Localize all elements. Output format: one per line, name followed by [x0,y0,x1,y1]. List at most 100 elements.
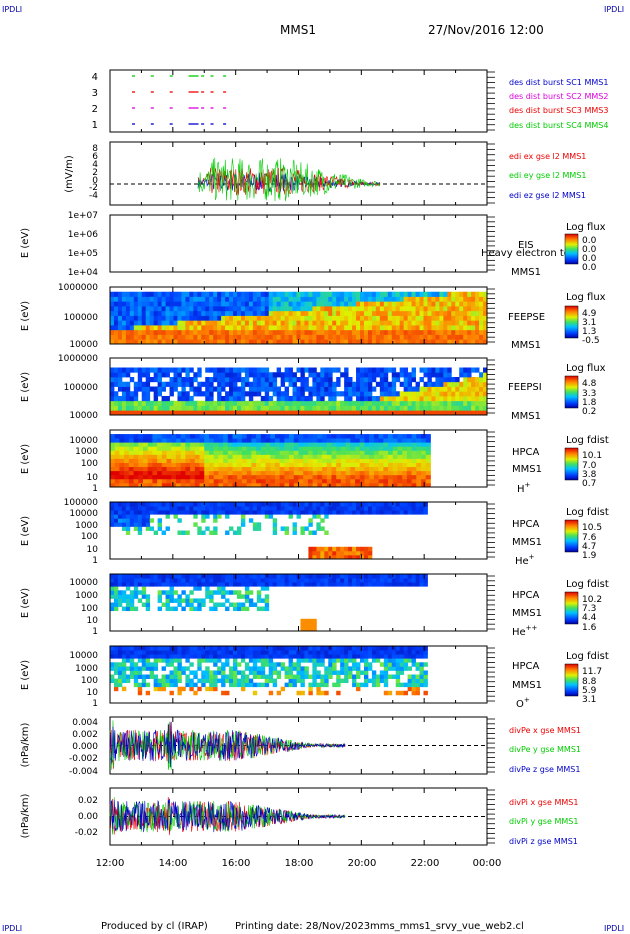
spectrogram-cell [443,410,448,416]
spectrogram-cell [298,478,304,484]
spectrogram-cell [415,296,420,302]
spectrogram-cell [181,400,186,406]
spectrogram-cell [252,674,258,679]
spectrogram-cell [201,678,206,684]
spectrogram-cell [209,310,214,316]
spectrogram-cell [180,482,186,488]
spectrogram-cell [288,670,293,675]
svg-text:H+: H+ [517,481,531,495]
spectrogram-cell [312,306,317,312]
spectrogram-cell [280,502,286,507]
spectrogram-cell [218,438,224,443]
spectrogram-cell [324,325,329,331]
spectrogram-cell [419,334,424,340]
spectrogram-cell [407,396,412,402]
spectrogram-cell [256,650,262,655]
spectrogram-cell [379,391,385,397]
spectrogram-cell [459,391,464,397]
spectrogram-cell [367,325,373,331]
spectrogram-cell [391,372,397,378]
spectrogram-cell [344,410,349,416]
spectrogram-cell [185,458,191,463]
spectrogram-cell [328,301,333,307]
spectrogram-cell [121,662,127,667]
spectrogram-cell [322,462,328,468]
y-tick-label: -2 [89,183,98,193]
colorbar-tick: 0.0 [582,236,597,246]
spectrogram-cell [241,446,248,451]
spectrogram-cell [113,306,119,312]
series-label: edi ex gse l2 MMS1 [509,152,586,161]
spectrogram-cell [268,574,274,579]
spectrogram-cell [348,391,353,397]
spectrogram-cell [177,654,182,659]
spectrogram-cell [256,470,262,476]
spectrogram-cell [119,458,125,463]
spectrogram-cell [124,478,130,484]
spectrogram-cell [256,377,262,383]
spectrogram-cell [383,450,389,455]
spectrogram-cell [471,381,476,387]
spectrogram-cell [276,315,282,321]
spectrogram-cell [229,367,234,373]
spectrogram-cell [110,386,115,392]
spectrogram-cell [199,434,205,439]
svg-text:O+: O+ [516,696,530,710]
spectrogram-cell [233,367,238,373]
spectrogram-cell [367,320,373,326]
spectrogram-cell [356,391,361,397]
ion-charge: ++ [526,624,538,632]
spectrogram-cell [360,550,365,556]
spectrogram-cell [451,386,456,392]
spectrogram-cell [391,510,397,515]
spectrogram-cell [411,377,416,383]
spectrogram-cell [320,682,325,688]
spectrogram-cell [317,450,323,455]
spectrogram-cell [137,381,143,387]
spectrogram-cell [455,291,460,297]
spectrogram-cell [117,502,123,507]
spectrogram-cell [199,454,205,459]
spectrogram-cell [411,405,416,411]
spectrogram-cell [225,510,230,515]
spectrogram-cell [360,306,365,312]
spectrogram-cell [223,470,229,476]
spectrogram-cell [264,306,270,312]
spectrogram-cell [201,518,206,523]
spectrogram-cell [225,301,230,307]
spectrogram-cell [217,391,222,397]
spectrogram-cell [248,306,254,312]
spectrogram-cell [387,405,393,411]
spectrogram-cell [483,306,488,312]
spectrogram-cell [256,301,262,307]
spectrogram-cell [165,650,170,655]
spectrogram-cell [197,582,202,587]
spectrogram-cell [395,296,401,302]
spectrogram-cell [423,654,428,659]
spectrogram-cell [244,377,250,383]
spectrogram-cell [142,466,149,472]
spectrogram-cell [475,400,480,406]
spectrogram-cell [221,386,226,392]
spectrogram-cell [403,646,409,651]
spectrogram-cell [447,396,452,402]
spectrogram-cell [348,582,353,587]
y-tick-label: 4 [92,72,98,83]
spectrogram-cell [236,396,242,402]
spectrogram-cell [276,386,282,392]
spectrogram-cell [223,482,229,488]
spectrogram-cell [129,578,135,583]
spectrogram-cell [185,296,190,302]
spectrogram-cell [378,462,384,468]
spectrogram-cell [411,510,416,515]
spectrogram-cell [324,550,329,556]
spectrogram-cell [443,296,448,302]
spectrogram-cell [141,594,147,599]
panel-frame [109,214,488,273]
spectrogram-cell [304,310,309,316]
spectrogram-cell [304,339,309,345]
spectrogram-cell [260,405,266,411]
spectrogram-cell [379,386,385,392]
spectrogram-cell [427,372,432,378]
spectrogram-cell [348,301,353,307]
